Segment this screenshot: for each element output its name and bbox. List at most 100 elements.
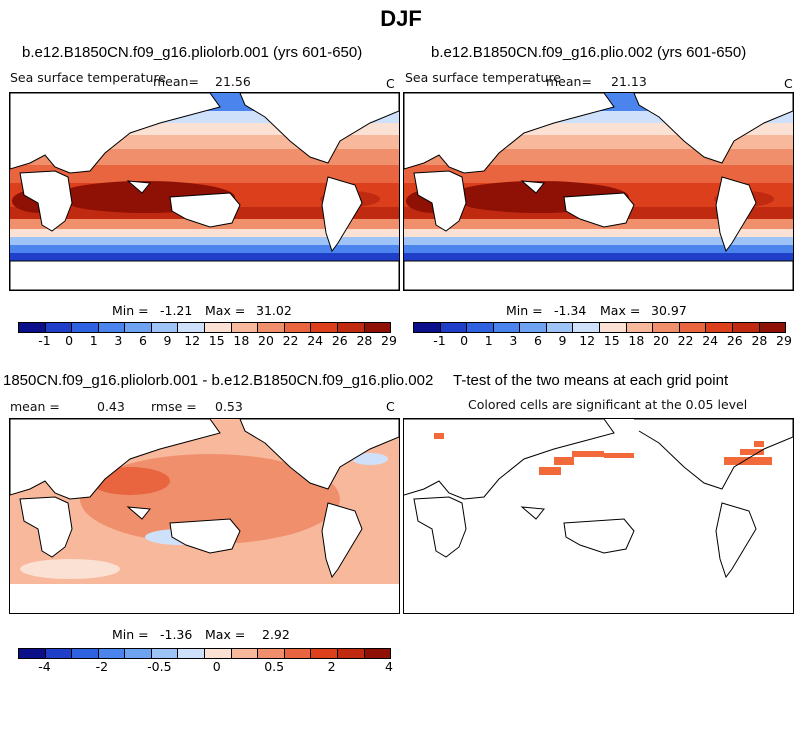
colorbar-tick-label: 22 <box>677 333 694 348</box>
colorbar-tick-label: 12 <box>579 333 596 348</box>
colorbar-cell <box>178 649 206 658</box>
colorbar-tick-label: 15 <box>208 333 225 348</box>
colorbar-tick-label: -4 <box>38 659 51 674</box>
colorbar-tick-label: 3 <box>509 333 518 348</box>
colorbar-cell <box>98 323 126 332</box>
colorbar-tick-label: 6 <box>533 333 542 348</box>
colorbar-cell <box>759 323 786 332</box>
colorbar-tick-label: 4 <box>385 659 393 674</box>
colorbar-cell <box>284 649 312 658</box>
colorbar-cell <box>414 323 441 332</box>
colorbar-cell <box>258 649 285 658</box>
colorbar-tick-label: 0.5 <box>264 659 285 674</box>
colorbar-cell <box>231 323 259 332</box>
colorbar-tick-label: 29 <box>776 333 792 348</box>
colorbar-cell <box>311 649 338 658</box>
colorbar-cell <box>679 323 707 332</box>
land-masses <box>404 419 793 579</box>
colorbar-cell <box>151 649 179 658</box>
colorbar-cell <box>546 323 574 332</box>
colorbar-tick-label: 29 <box>381 333 397 348</box>
significant-cells <box>434 433 772 475</box>
colorbar-cell <box>205 323 232 332</box>
panel-3-rmse-label: rmse = <box>151 399 197 414</box>
colorbar-cell <box>258 323 285 332</box>
panel-3-title: 1850CN.f09_g16.pliolorb.001 - b.e12.B185… <box>3 372 434 389</box>
panel-4-map <box>403 418 794 614</box>
panel-1-colorbar <box>18 322 391 333</box>
colorbar-tick-label: 18 <box>233 333 250 348</box>
panel-3-map <box>9 418 400 614</box>
colorbar-cell <box>231 649 259 658</box>
colorbar-tick-label: 28 <box>751 333 768 348</box>
panel-3-rmse-value: 0.53 <box>215 399 243 414</box>
colorbar-cell <box>653 323 680 332</box>
colorbar-cell <box>98 649 126 658</box>
panel-3-unit: C <box>386 399 395 414</box>
colorbar-tick-label: 15 <box>603 333 620 348</box>
colorbar-cell <box>573 323 601 332</box>
panel-2-variable: Sea surface temperature <box>405 70 561 85</box>
colorbar-tick-label: 24 <box>307 333 324 348</box>
colorbar-cell <box>440 323 468 332</box>
colorbar-cell <box>151 323 179 332</box>
panel-3-colorbar-ticks: -4 -2 -0.5 0 0.5 2 4 <box>18 659 393 675</box>
colorbar-cell <box>178 323 206 332</box>
colorbar-tick-label: 6 <box>138 333 147 348</box>
panel-1-min-label: Min = <box>112 303 149 318</box>
colorbar-cell <box>125 323 152 332</box>
colorbar-tick-label: 20 <box>653 333 669 348</box>
panel-1-max-value: 31.02 <box>256 303 292 318</box>
panel-3-colorbar <box>18 648 391 659</box>
colorbar-tick-label: 9 <box>163 333 172 348</box>
panel-2-min-value: -1.34 <box>554 303 587 318</box>
colorbar-cell <box>72 323 99 332</box>
colorbar-cell <box>125 649 152 658</box>
colorbar-tick-label: 0 <box>460 333 469 348</box>
colorbar-tick-label: 1 <box>484 333 493 348</box>
colorbar-tick-label: 1 <box>89 333 98 348</box>
panel-3-map-svg <box>10 419 399 613</box>
colorbar-tick-label: -1 <box>433 333 446 348</box>
colorbar-cell <box>45 649 73 658</box>
colorbar-cell <box>19 649 46 658</box>
panel-2-colorbar-ticks: -1 0 1 3 6 9 12 15 18 20 22 24 26 28 29 <box>413 333 792 349</box>
colorbar-tick-label: 24 <box>702 333 719 348</box>
panel-4-subtitle: Colored cells are significant at the 0.0… <box>468 397 748 412</box>
colorbar-tick-label: 22 <box>282 333 299 348</box>
colorbar-cell <box>364 649 391 658</box>
panel-3-mean-value: 0.43 <box>97 399 125 414</box>
land-masses <box>10 93 399 290</box>
land-masses <box>10 419 399 579</box>
panel-3-max-value: 2.92 <box>262 627 290 642</box>
colorbar-tick-label: 3 <box>114 333 123 348</box>
panel-1-map <box>9 92 400 291</box>
panel-2-min-label: Min = <box>506 303 543 318</box>
colorbar-tick-label: 20 <box>258 333 274 348</box>
colorbar-cell <box>364 323 391 332</box>
colorbar-cell <box>520 323 547 332</box>
panel-4-map-svg <box>404 419 793 579</box>
colorbar-cell <box>467 323 494 332</box>
panel-1-title: b.e12.B1850CN.f09_g16.pliolorb.001 (yrs … <box>22 44 363 61</box>
figure-title: DJF <box>380 6 422 31</box>
panel-2-map-svg <box>404 93 793 290</box>
colorbar-cell <box>205 649 232 658</box>
colorbar-tick-label: 28 <box>356 333 373 348</box>
panel-4-title: T-test of the two means at each grid poi… <box>453 372 729 389</box>
colorbar-cell <box>732 323 760 332</box>
colorbar-cell <box>626 323 654 332</box>
colorbar-tick-label: 9 <box>558 333 567 348</box>
colorbar-tick-label: -1 <box>38 333 51 348</box>
colorbar-tick-label: 26 <box>726 333 743 348</box>
panel-1-unit: C <box>386 76 395 91</box>
panel-2-max-value: 30.97 <box>651 303 687 318</box>
panel-3-min-value: -1.36 <box>160 627 193 642</box>
panel-3-min-label: Min = <box>112 627 149 642</box>
panel-1-mean-label: mean= <box>153 74 199 89</box>
panel-1-min-value: -1.21 <box>160 303 193 318</box>
panel-2-unit: C <box>784 76 793 91</box>
colorbar-cell <box>19 323 46 332</box>
colorbar-tick-label: 0 <box>212 659 221 674</box>
colorbar-tick-label: 0 <box>65 333 74 348</box>
